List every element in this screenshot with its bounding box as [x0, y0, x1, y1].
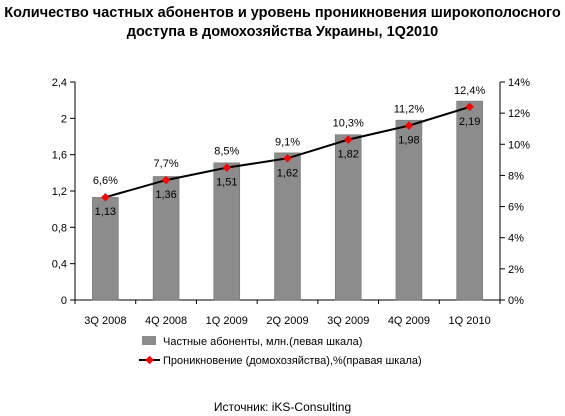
penetration-marker: [161, 175, 171, 185]
penetration-marker: [465, 102, 474, 112]
penetration-marker: [101, 192, 110, 202]
penetration-marker: [343, 135, 353, 144]
legend-line-label: Проникновение (домохозяйства),%(правая ш…: [163, 355, 422, 367]
line-value-label: 12,4%: [454, 85, 485, 97]
left-tick-label: 2,4: [52, 77, 67, 89]
left-tick-label: 1,2: [52, 186, 67, 198]
line-value-label: 10,3%: [333, 118, 364, 130]
legend-bar-label: Частные абоненты, млн.(левая шкала): [163, 336, 362, 348]
line-value-label: 11,2%: [394, 104, 425, 116]
right-tick-label: 2%: [508, 264, 524, 276]
bar: [395, 119, 423, 301]
legend-bar-swatch: [142, 336, 156, 345]
left-tick-label: 2: [61, 113, 67, 125]
bar-value-label: 1,98: [398, 135, 419, 147]
x-tick-label: 1Q 2009: [206, 315, 248, 327]
penetration-marker: [222, 163, 232, 172]
line-value-label: 6,6%: [93, 175, 118, 187]
bar: [152, 176, 180, 301]
bar-value-label: 1,62: [277, 167, 298, 179]
penetration-marker: [404, 121, 414, 130]
right-tick-label: 10%: [508, 139, 530, 151]
legend-line-marker: [145, 355, 154, 365]
line-value-label: 8,5%: [214, 146, 239, 158]
chart-title-line-2: доступа в домохозяйства Украины, 1Q2010: [126, 24, 439, 40]
line-value-label: 7,7%: [154, 158, 179, 170]
x-tick-label: 4Q 2009: [388, 315, 430, 327]
right-tick-label: 4%: [508, 233, 524, 245]
bar: [213, 162, 241, 301]
x-tick-label: 1Q 2010: [449, 315, 491, 327]
right-tick-label: 14%: [508, 77, 530, 89]
line-value-label: 9,1%: [275, 136, 300, 148]
x-tick-label: 3Q 2008: [84, 315, 126, 327]
bar: [92, 197, 119, 301]
bar-value-label: 1,51: [216, 177, 237, 189]
bar: [456, 100, 483, 301]
right-tick-label: 0%: [508, 295, 524, 307]
bar: [334, 134, 362, 301]
x-tick-label: 2Q 2009: [266, 315, 308, 327]
x-tick-label: 3Q 2009: [327, 315, 369, 327]
right-tick-label: 8%: [508, 170, 524, 182]
left-tick-label: 1,6: [52, 150, 67, 162]
source-note: Источник: iKS-Consulting: [213, 400, 352, 414]
left-tick-label: 0,8: [52, 222, 67, 234]
bar: [274, 152, 301, 301]
bar-value-label: 2,19: [459, 116, 480, 128]
x-tick-label: 4Q 2008: [145, 315, 187, 327]
chart-title: Количество частных абонентов и уровень п…: [0, 4, 565, 42]
bar-value-label: 1,13: [95, 206, 116, 218]
bar-value-label: 1,82: [338, 149, 359, 161]
left-tick-label: 0: [61, 295, 67, 307]
left-tick-label: 0,4: [52, 259, 67, 271]
bar-value-label: 1,36: [155, 189, 176, 201]
chart-title-line-1: Количество частных абонентов и уровень п…: [4, 5, 561, 21]
right-tick-label: 12%: [508, 108, 530, 120]
right-tick-label: 6%: [508, 202, 524, 214]
penetration-marker: [283, 154, 292, 163]
